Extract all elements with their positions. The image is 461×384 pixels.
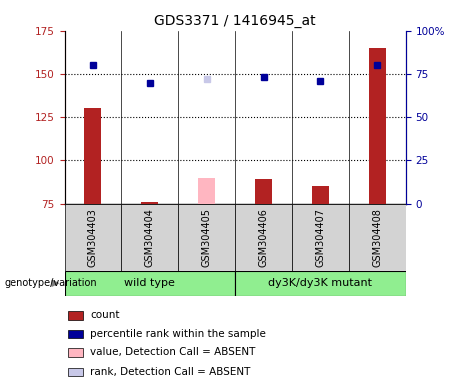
Text: percentile rank within the sample: percentile rank within the sample [90,329,266,339]
Text: count: count [90,310,119,320]
Bar [68,368,83,376]
Bar [235,271,406,296]
Bar [65,204,121,271]
Bar [349,204,406,271]
Text: GSM304405: GSM304405 [201,208,212,266]
Bar [65,271,235,296]
Text: rank, Detection Call = ABSENT: rank, Detection Call = ABSENT [90,367,250,377]
Text: genotype/variation: genotype/variation [5,278,97,288]
Text: value, Detection Call = ABSENT: value, Detection Call = ABSENT [90,348,255,358]
Text: GSM304404: GSM304404 [145,208,155,266]
Bar [235,204,292,271]
Bar [255,179,272,204]
Text: dy3K/dy3K mutant: dy3K/dy3K mutant [268,278,372,288]
Bar [68,330,83,338]
Text: GSM304403: GSM304403 [88,208,98,266]
Bar [292,204,349,271]
Bar [369,48,386,204]
Bar [142,202,159,204]
Bar [121,204,178,271]
Bar [68,311,83,319]
Text: GSM304408: GSM304408 [372,208,382,266]
Bar [68,348,83,357]
Text: GSM304407: GSM304407 [315,208,325,266]
Title: GDS3371 / 1416945_at: GDS3371 / 1416945_at [154,14,316,28]
Bar [312,186,329,204]
Bar [178,204,235,271]
Bar [84,109,101,204]
Text: wild type: wild type [124,278,175,288]
Text: GSM304406: GSM304406 [259,208,269,266]
Bar [198,177,215,204]
